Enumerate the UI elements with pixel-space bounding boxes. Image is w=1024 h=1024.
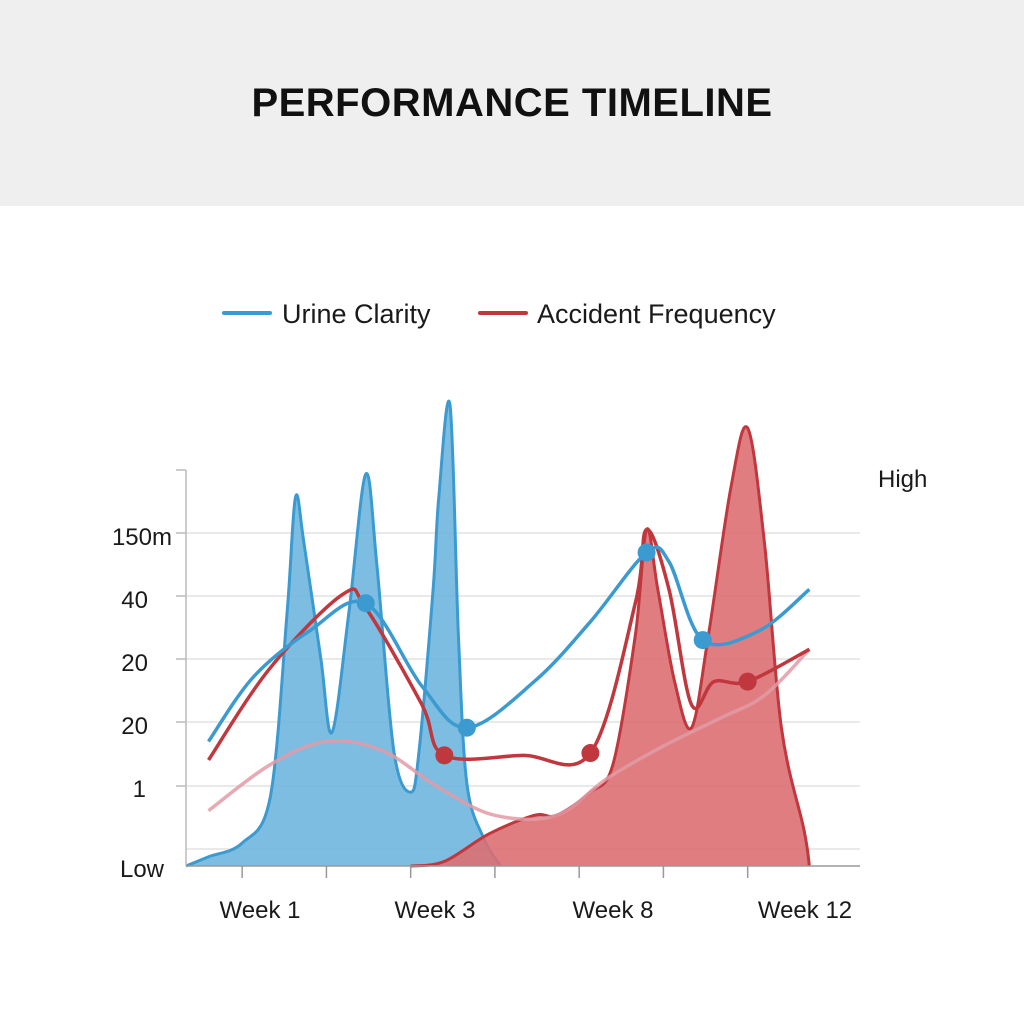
x-tick-label: Week 3 xyxy=(395,897,476,924)
legend-item-urine-clarity[interactable]: Urine Clarity xyxy=(222,299,431,329)
y-axis-labels: 150m 40 20 20 1 Low High xyxy=(112,466,927,883)
legend-label-accident-frequency: Accident Frequency xyxy=(537,299,776,329)
y-tick-label: 150m xyxy=(112,524,172,551)
urine-clarity-area xyxy=(186,401,501,866)
accident-frequency-point[interactable] xyxy=(435,746,454,765)
legend-item-accident-frequency[interactable]: Accident Frequency xyxy=(478,299,776,329)
axes xyxy=(176,469,860,878)
title-banner: PERFORMANCE TIMELINE xyxy=(0,0,1024,206)
x-axis-labels: Week 1 Week 3 Week 8 Week 12 xyxy=(220,897,853,924)
y-tick-label: 40 xyxy=(121,587,148,614)
urine-clarity-point[interactable] xyxy=(457,718,476,737)
accident-frequency-point[interactable] xyxy=(581,744,600,763)
accident-frequency-area-outline xyxy=(410,425,811,868)
y-tick-label: 1 xyxy=(133,776,146,803)
urine-clarity-point[interactable] xyxy=(356,594,375,613)
series-layer xyxy=(186,399,811,868)
legend-label-urine-clarity: Urine Clarity xyxy=(282,299,431,329)
y-tick-label: Low xyxy=(120,856,165,883)
urine-clarity-area-outline xyxy=(186,399,502,868)
x-tick-label: Week 1 xyxy=(220,897,301,924)
y-tick-label: 20 xyxy=(121,713,148,740)
y-tick-label: 20 xyxy=(121,650,148,677)
urine-clarity-point[interactable] xyxy=(693,631,712,650)
urine-clarity-point[interactable] xyxy=(637,543,656,562)
y-axis-right-label: High xyxy=(878,466,927,493)
performance-chart: Urine Clarity Accident Frequency 150m 40… xyxy=(112,299,927,924)
baseline-trend-line xyxy=(207,648,811,822)
accident-frequency-area xyxy=(410,426,810,866)
page-title: PERFORMANCE TIMELINE xyxy=(251,80,773,125)
accident-frequency-point[interactable] xyxy=(738,672,757,691)
x-axis-ticks xyxy=(241,866,749,878)
x-tick-label: Week 12 xyxy=(758,897,852,924)
x-tick-label: Week 8 xyxy=(573,897,654,924)
legend: Urine Clarity Accident Frequency xyxy=(222,299,776,329)
